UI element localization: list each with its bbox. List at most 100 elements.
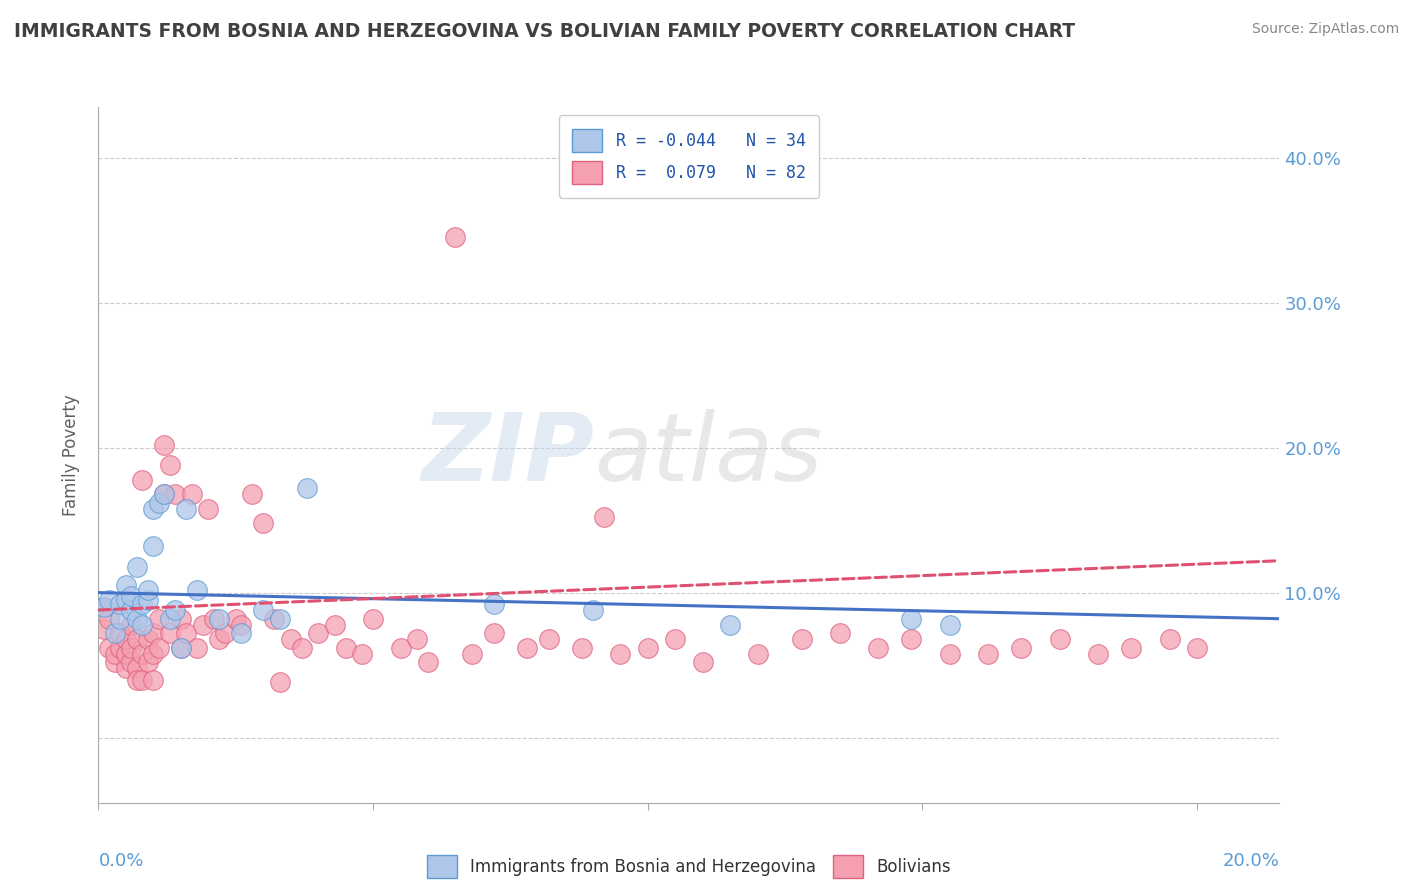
- Point: [153, 487, 176, 501]
- Point: [214, 626, 236, 640]
- Point: [176, 626, 198, 640]
- Point: [637, 640, 659, 655]
- Point: [592, 510, 614, 524]
- Point: [170, 612, 193, 626]
- Point: [142, 647, 165, 661]
- Point: [115, 661, 138, 675]
- Point: [252, 516, 274, 530]
- Text: Source: ZipAtlas.com: Source: ZipAtlas.com: [1251, 22, 1399, 37]
- Text: 0.0%: 0.0%: [98, 852, 143, 870]
- Point: [115, 578, 138, 592]
- Point: [692, 655, 714, 669]
- Point: [900, 612, 922, 626]
- Point: [142, 501, 165, 516]
- Point: [176, 501, 198, 516]
- Point: [125, 673, 148, 687]
- Point: [197, 501, 219, 516]
- Point: [939, 617, 962, 632]
- Point: [868, 640, 890, 655]
- Point: [125, 632, 148, 646]
- Point: [165, 487, 187, 501]
- Text: IMMIGRANTS FROM BOSNIA AND HERZEGOVINA VS BOLIVIAN FAMILY POVERTY CORRELATION CH: IMMIGRANTS FROM BOSNIA AND HERZEGOVINA V…: [14, 22, 1076, 41]
- Point: [148, 612, 170, 626]
- Point: [747, 647, 769, 661]
- Point: [131, 673, 153, 687]
- Point: [537, 632, 560, 646]
- Y-axis label: Family Poverty: Family Poverty: [62, 394, 80, 516]
- Point: [142, 539, 165, 553]
- Point: [98, 612, 121, 626]
- Point: [295, 481, 318, 495]
- Point: [1010, 640, 1032, 655]
- Point: [208, 612, 231, 626]
- Point: [153, 487, 176, 501]
- Point: [335, 640, 357, 655]
- Point: [159, 626, 181, 640]
- Point: [461, 647, 484, 661]
- Point: [482, 626, 505, 640]
- Point: [110, 640, 132, 655]
- Point: [225, 612, 247, 626]
- Point: [582, 603, 605, 617]
- Point: [120, 640, 142, 655]
- Point: [406, 632, 429, 646]
- Point: [98, 640, 121, 655]
- Point: [307, 626, 329, 640]
- Point: [148, 640, 170, 655]
- Text: atlas: atlas: [595, 409, 823, 500]
- Point: [263, 612, 285, 626]
- Text: 20.0%: 20.0%: [1223, 852, 1279, 870]
- Point: [120, 655, 142, 669]
- Point: [110, 597, 132, 611]
- Point: [269, 612, 291, 626]
- Point: [977, 647, 1000, 661]
- Point: [191, 617, 214, 632]
- Point: [416, 655, 439, 669]
- Point: [1121, 640, 1143, 655]
- Point: [93, 600, 115, 615]
- Point: [136, 592, 159, 607]
- Point: [125, 612, 148, 626]
- Point: [1185, 640, 1208, 655]
- Point: [828, 626, 851, 640]
- Point: [208, 632, 231, 646]
- Point: [142, 626, 165, 640]
- Point: [186, 640, 208, 655]
- Point: [444, 230, 467, 244]
- Point: [1049, 632, 1071, 646]
- Point: [142, 673, 165, 687]
- Point: [170, 640, 193, 655]
- Point: [136, 655, 159, 669]
- Point: [136, 582, 159, 597]
- Point: [125, 661, 148, 675]
- Point: [120, 603, 142, 617]
- Point: [361, 612, 384, 626]
- Point: [482, 597, 505, 611]
- Point: [131, 647, 153, 661]
- Point: [153, 438, 176, 452]
- Point: [104, 655, 127, 669]
- Point: [110, 612, 132, 626]
- Point: [159, 612, 181, 626]
- Point: [115, 592, 138, 607]
- Legend: Immigrants from Bosnia and Herzegovina, Bolivians: Immigrants from Bosnia and Herzegovina, …: [420, 848, 957, 885]
- Point: [252, 603, 274, 617]
- Point: [131, 617, 153, 632]
- Point: [186, 582, 208, 597]
- Point: [159, 458, 181, 472]
- Point: [269, 675, 291, 690]
- Point: [231, 626, 253, 640]
- Point: [170, 640, 193, 655]
- Point: [231, 617, 253, 632]
- Point: [202, 612, 225, 626]
- Point: [664, 632, 686, 646]
- Point: [110, 626, 132, 640]
- Point: [1087, 647, 1109, 661]
- Point: [240, 487, 263, 501]
- Point: [323, 617, 346, 632]
- Point: [136, 632, 159, 646]
- Point: [98, 592, 121, 607]
- Point: [352, 647, 374, 661]
- Point: [104, 626, 127, 640]
- Point: [104, 647, 127, 661]
